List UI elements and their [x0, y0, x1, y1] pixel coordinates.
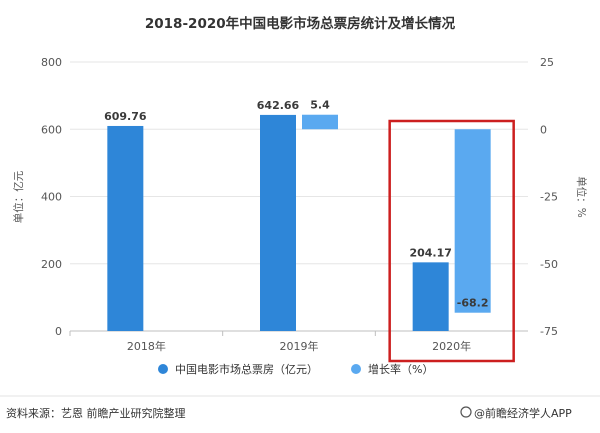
right-tick-0: 0 [540, 123, 547, 136]
category-label-2019: 2019年 [280, 339, 319, 353]
label-growth-2019: 5.4 [310, 99, 330, 112]
chart-title: 2018-2020年中国电影市场总票房统计及增长情况 [145, 15, 456, 32]
tick-labels: 0 200 400 600 800 25 0 -25 -50 -75 2018年 2019年 2020年 [41, 56, 558, 353]
bar-box-office-2020 [412, 262, 449, 331]
highlight-box [388, 119, 515, 363]
legend-label-growth: 增长率（%） [368, 362, 433, 376]
left-tick-800: 800 [41, 56, 62, 69]
legend-marker-growth [351, 364, 361, 374]
right-tick-25: -25 [540, 191, 558, 204]
label-growth-2020: -68.2 [457, 297, 489, 310]
bar-box-office-2019 [260, 114, 296, 331]
category-label-2020: 2020年 [432, 339, 471, 353]
footer-source: 资料来源：艺恩 前瞻产业研究院整理 [6, 406, 186, 420]
legend-marker-box-office [158, 364, 168, 374]
left-tick-200: 200 [41, 258, 62, 271]
right-tick-75: -75 [540, 325, 558, 338]
legend: 中国电影市场总票房（亿元） 增长率（%） [158, 362, 433, 376]
brand-icon [460, 406, 472, 418]
right-tick-25: 25 [540, 56, 554, 69]
label-box-office-2019: 642.66 [257, 99, 300, 112]
label-box-office-2020: 204.17 [409, 246, 451, 259]
right-axis-label: 单位：% [575, 176, 588, 217]
bar-box-office-2018 [107, 125, 144, 331]
left-tick-400: 400 [41, 191, 62, 204]
footer-brand: @前瞻经济学人APP [460, 406, 572, 420]
legend-label-box-office: 中国电影市场总票房（亿元） [175, 362, 318, 376]
gridlines [69, 61, 528, 336]
footer-brand-text: @前瞻经济学人APP [474, 406, 572, 420]
highlight [388, 119, 515, 363]
bars [107, 114, 491, 331]
left-axis-label: 单位：亿元 [12, 170, 25, 223]
bar-growth-2020 [454, 129, 491, 313]
right-tick-50: -50 [540, 258, 558, 271]
category-label-2018: 2018年 [127, 339, 166, 353]
left-tick-0: 0 [55, 325, 62, 338]
label-box-office-2018: 609.76 [104, 110, 147, 123]
bar-growth-2019 [302, 114, 338, 130]
left-tick-600: 600 [41, 123, 62, 136]
data-labels: 609.76 642.66 5.4 204.17 -68.2 [104, 99, 488, 310]
